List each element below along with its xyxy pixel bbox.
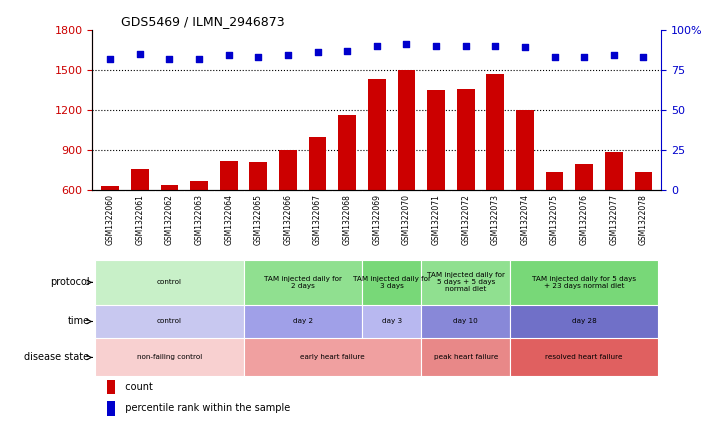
Point <box>252 54 264 60</box>
Text: GSM1322072: GSM1322072 <box>461 194 470 245</box>
Text: disease state: disease state <box>24 352 90 363</box>
Text: day 28: day 28 <box>572 319 597 324</box>
Point <box>341 47 353 54</box>
Bar <box>338 115 356 271</box>
Text: protocol: protocol <box>50 277 90 287</box>
Point <box>223 52 235 59</box>
Point <box>105 55 116 62</box>
Bar <box>95 305 243 338</box>
Text: peak heart failure: peak heart failure <box>434 354 498 360</box>
Bar <box>243 260 362 305</box>
Text: TAM injected daily for
3 days: TAM injected daily for 3 days <box>353 276 431 289</box>
Point <box>579 54 590 60</box>
Bar <box>510 338 658 376</box>
Point <box>401 41 412 47</box>
Point <box>638 54 649 60</box>
Text: GSM1322066: GSM1322066 <box>284 194 292 245</box>
Bar <box>421 305 510 338</box>
Bar <box>362 260 421 305</box>
Bar <box>243 338 421 376</box>
Point <box>519 44 530 51</box>
Text: GSM1322070: GSM1322070 <box>402 194 411 245</box>
Point <box>312 49 324 55</box>
Text: TAM injected daily for
5 days + 5 days
normal diet: TAM injected daily for 5 days + 5 days n… <box>427 272 505 292</box>
Bar <box>131 169 149 271</box>
Bar <box>421 338 510 376</box>
Text: GSM1322068: GSM1322068 <box>343 194 352 245</box>
Text: GSM1322062: GSM1322062 <box>165 194 174 245</box>
Text: GDS5469 / ILMN_2946873: GDS5469 / ILMN_2946873 <box>121 16 284 28</box>
Point <box>371 42 383 49</box>
Point <box>193 55 205 62</box>
Bar <box>191 181 208 271</box>
Bar <box>397 70 415 271</box>
Text: count: count <box>119 382 153 392</box>
Bar <box>279 150 297 271</box>
Bar <box>250 162 267 271</box>
Bar <box>107 380 115 394</box>
Text: GSM1322074: GSM1322074 <box>520 194 530 245</box>
Text: GSM1322060: GSM1322060 <box>106 194 114 245</box>
Point <box>164 55 175 62</box>
Text: GSM1322067: GSM1322067 <box>313 194 322 245</box>
Bar <box>101 186 119 271</box>
Bar <box>243 305 362 338</box>
Bar <box>456 88 474 271</box>
Bar <box>575 164 593 271</box>
Text: time: time <box>68 316 90 327</box>
Text: GSM1322065: GSM1322065 <box>254 194 263 245</box>
Text: non-failing control: non-failing control <box>137 354 202 360</box>
Point <box>608 52 619 59</box>
Bar <box>362 305 421 338</box>
Point <box>430 42 442 49</box>
Bar <box>107 401 115 415</box>
Bar <box>309 137 326 271</box>
Text: GSM1322076: GSM1322076 <box>579 194 589 245</box>
Text: day 3: day 3 <box>382 319 402 324</box>
Bar <box>427 90 445 271</box>
Text: early heart failure: early heart failure <box>300 354 365 360</box>
Bar <box>368 79 385 271</box>
Text: control: control <box>157 279 182 286</box>
Bar <box>516 110 534 271</box>
Bar <box>605 151 623 271</box>
Text: GSM1322063: GSM1322063 <box>195 194 203 245</box>
Text: GSM1322071: GSM1322071 <box>432 194 441 245</box>
Text: TAM injected daily for 5 days
+ 23 days normal diet: TAM injected daily for 5 days + 23 days … <box>532 276 636 289</box>
Bar <box>634 172 653 271</box>
Text: GSM1322064: GSM1322064 <box>224 194 233 245</box>
Bar <box>421 260 510 305</box>
Text: GSM1322069: GSM1322069 <box>373 194 381 245</box>
Text: GSM1322077: GSM1322077 <box>609 194 619 245</box>
Point <box>134 50 146 57</box>
Bar <box>510 305 658 338</box>
Point <box>282 52 294 59</box>
Bar <box>95 260 243 305</box>
Bar <box>95 338 243 376</box>
Bar <box>220 161 237 271</box>
Point <box>490 42 501 49</box>
Bar <box>546 172 563 271</box>
Bar <box>510 260 658 305</box>
Text: TAM injected daily for
2 days: TAM injected daily for 2 days <box>264 276 342 289</box>
Bar <box>161 185 178 271</box>
Text: GSM1322075: GSM1322075 <box>550 194 559 245</box>
Text: GSM1322061: GSM1322061 <box>135 194 144 245</box>
Text: GSM1322073: GSM1322073 <box>491 194 500 245</box>
Text: control: control <box>157 319 182 324</box>
Text: resolved heart failure: resolved heart failure <box>545 354 623 360</box>
Point <box>460 42 471 49</box>
Text: percentile rank within the sample: percentile rank within the sample <box>119 403 290 413</box>
Text: GSM1322078: GSM1322078 <box>639 194 648 245</box>
Bar <box>486 74 504 271</box>
Text: day 2: day 2 <box>293 319 313 324</box>
Point <box>549 54 560 60</box>
Text: day 10: day 10 <box>454 319 478 324</box>
